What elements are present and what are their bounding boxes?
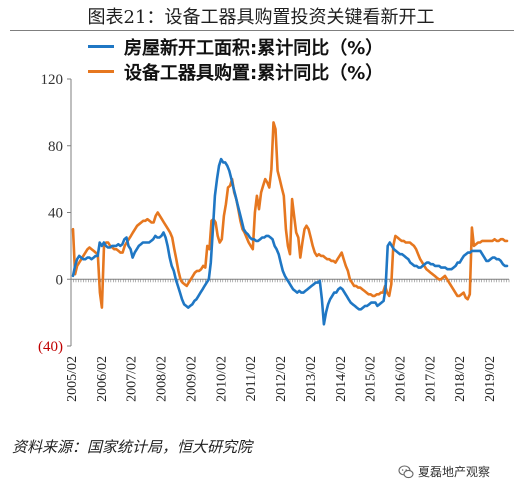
chart-title: 图表21：设备工器具购置投资关键看新开工 (87, 7, 435, 28)
y-tick-label: 40 (48, 206, 63, 222)
x-tick-label: 2014/02 (334, 356, 349, 402)
x-tick-label: 2009/02 (184, 356, 199, 402)
legend-swatch-orange (88, 70, 114, 73)
x-tick-label: 2016/02 (394, 356, 409, 402)
y-tick-label: 80 (48, 139, 63, 155)
x-tick-label: 2013/02 (304, 356, 319, 402)
watermark-text: 夏磊地产观察 (418, 465, 491, 479)
x-tick-label: 2008/02 (155, 356, 170, 402)
legend-label: 房屋新开工面积:累计同比（%） (124, 37, 384, 59)
y-axis-ticks: 120 80 40 0 (40) (38, 72, 71, 355)
y-tick-label: 120 (41, 72, 64, 88)
x-tick-label: 2007/02 (125, 356, 140, 402)
series-line-equipment-purchase (71, 121, 509, 309)
chart-legend: 房屋新开工面积:累计同比（%） 设备工器具购置:累计同比（%） (88, 34, 383, 84)
y-tick-label: (40) (38, 339, 63, 355)
watermark: 夏磊地产观察 (398, 463, 490, 480)
legend-label: 设备工器具购置:累计同比（%） (124, 62, 384, 84)
legend-swatch-blue (88, 45, 114, 48)
series-line-new-construction (71, 157, 509, 326)
legend-item-new-construction: 房屋新开工面积:累计同比（%） (88, 34, 383, 59)
x-tick-label: 2012/02 (274, 356, 289, 402)
line-chart: 120 80 40 0 (40) 2005/02 2006/02 2007/02 2008/0… (38, 72, 510, 402)
x-tick-label: 2017/02 (423, 356, 438, 402)
x-tick-label: 2019/02 (483, 356, 498, 402)
x-tick-label: 2006/02 (95, 356, 110, 402)
x-tick-label: 2018/02 (453, 356, 468, 402)
wechat-icon (398, 464, 414, 478)
x-tick-label: 2015/02 (364, 356, 379, 402)
y-tick-label: 0 (56, 272, 64, 288)
x-tick-label: 2005/02 (65, 356, 80, 402)
source-note: 资料来源：国家统计局，恒大研究院 (12, 438, 253, 456)
legend-item-equipment-purchase: 设备工器具购置:累计同比（%） (88, 59, 383, 84)
chart-axes (70, 79, 509, 346)
x-tick-label: 2010/02 (214, 356, 229, 402)
x-tick-label: 2011/02 (244, 356, 259, 401)
chart-lines (71, 121, 509, 326)
x-axis-ticks: 2005/02 2006/02 2007/02 2008/02 2009/02 2010/… (65, 279, 510, 402)
title-divider (10, 30, 514, 31)
